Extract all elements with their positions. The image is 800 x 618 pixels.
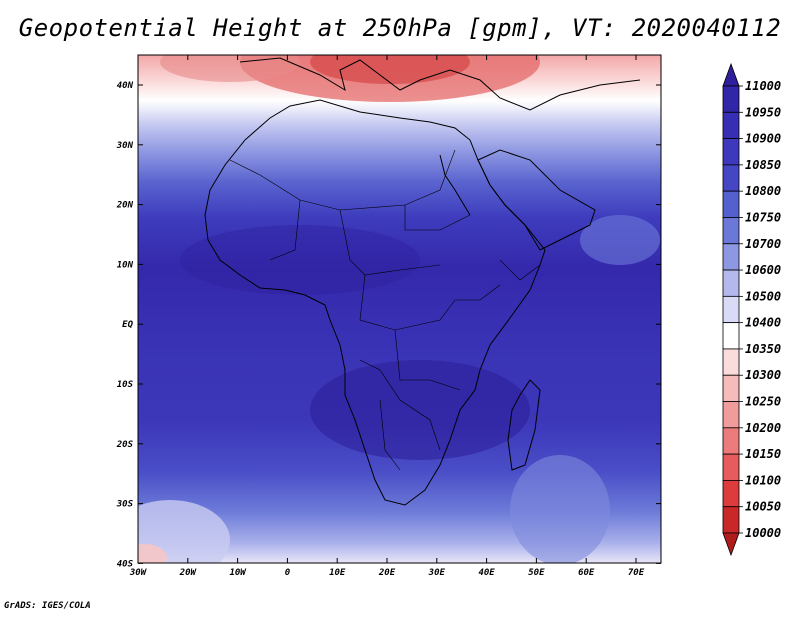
colorbar-label: 10600 (745, 263, 781, 277)
colorbar-label: 10800 (745, 184, 781, 198)
colorbar-label: 10050 (745, 500, 781, 514)
colorbar-box (722, 111, 740, 139)
colorbar-label: 10150 (745, 447, 781, 461)
lon-label: 30W (129, 568, 148, 578)
colorbar-top-arrow (722, 62, 740, 87)
colorbar-box (722, 164, 740, 192)
longitude-axis: 30W 20W 10W 0 10E 20E 30E 40E 50E 60E 70E (129, 55, 645, 578)
colorbar-label: 10350 (745, 342, 781, 356)
colorbar-label: 11000 (745, 79, 781, 93)
map-title: Geopotential Height at 250hPa [gpm], VT:… (18, 14, 782, 42)
plot-frame (137, 54, 662, 564)
lat-label: 40S (117, 559, 134, 569)
colorbar-box (722, 138, 740, 166)
colorbar-label: 10700 (745, 237, 781, 251)
lat-label: 40N (117, 81, 134, 91)
lat-label: 30S (116, 500, 134, 510)
lon-label: 20W (179, 568, 198, 578)
lon-label: 0 (285, 568, 291, 578)
colorbar-label: 10850 (745, 158, 781, 172)
colorbar-box (722, 506, 740, 534)
colorbar-box (722, 243, 740, 271)
latitude-axis: 40N 30N 20N 10N EQ 10S 20S 30S 40S (116, 81, 661, 569)
colorbar-box (722, 401, 740, 429)
lat-label: 10S (117, 380, 134, 390)
borders (229, 149, 541, 471)
colorbar-box (722, 190, 740, 218)
lon-label: 70E (628, 568, 645, 578)
colorbar-box (722, 85, 740, 113)
colorbar-box (722, 348, 740, 376)
lat-label: 20N (116, 201, 134, 211)
colorbar-label: 10500 (745, 289, 781, 303)
colorbar-box (722, 322, 740, 350)
colorbar-box (722, 453, 740, 481)
colorbar-label: 10000 (745, 526, 781, 540)
lat-label: 10N (117, 260, 134, 270)
colorbar-label: 10100 (745, 473, 781, 487)
colorbar-label: 10300 (745, 368, 781, 382)
coastlines (204, 57, 641, 506)
lon-label: 10W (229, 568, 247, 578)
lon-label: 10E (329, 568, 346, 578)
shaded-field (138, 55, 661, 563)
lat-label: 30N (116, 141, 134, 151)
colorbar-label: 10400 (745, 316, 781, 330)
colorbar-box (722, 427, 740, 455)
lon-label: 40E (478, 568, 495, 578)
colorbar-label: 10950 (745, 105, 781, 119)
colorbar-label: 10900 (745, 132, 781, 146)
colorbar-box (722, 480, 740, 508)
colorbar-box (722, 374, 740, 402)
colorbar-label: 10250 (745, 395, 781, 409)
lon-label: 50E (528, 568, 545, 578)
colorbar-bottom-arrow (722, 532, 740, 557)
lon-label: 60E (578, 568, 595, 578)
colorbar-box (722, 217, 740, 245)
colorbar-label: 10750 (745, 210, 781, 224)
lat-label: 20S (116, 440, 134, 450)
colorbar-box (722, 269, 740, 297)
grads-credit: GrADS: IGES/COLA (4, 601, 91, 611)
colorbar: 11000 10950 10900 10850 10800 10750 10700 10600… (722, 62, 781, 557)
lat-label: EQ (122, 320, 133, 330)
lon-label: 30E (428, 568, 446, 578)
colorbar-label: 10200 (745, 421, 781, 435)
colorbar-box (722, 295, 740, 324)
lon-label: 20E (378, 568, 396, 578)
